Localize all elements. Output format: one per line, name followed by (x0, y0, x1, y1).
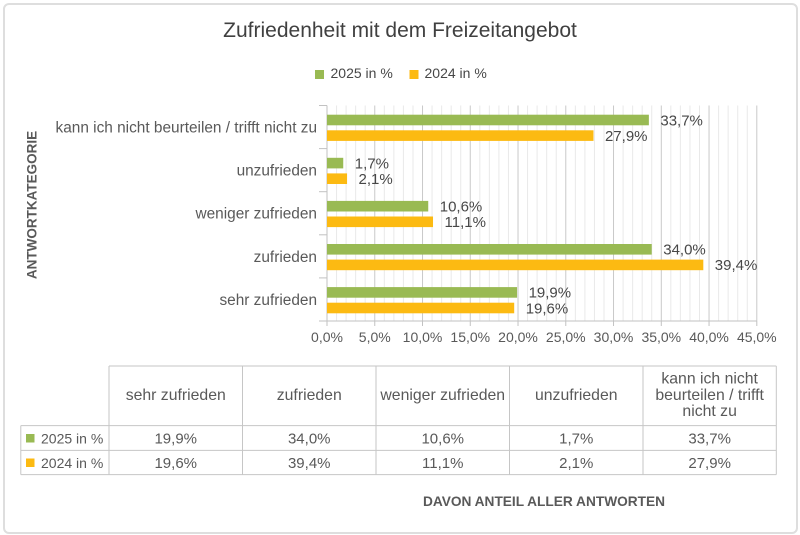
svg-text:sehr zufrieden: sehr zufrieden (219, 292, 317, 309)
svg-text:weniger zufrieden: weniger zufrieden (379, 387, 505, 404)
svg-text:DAVON ANTEIL ALLER ANTWORTEN: DAVON ANTEIL ALLER ANTWORTEN (423, 494, 665, 509)
svg-text:2,1%: 2,1% (559, 455, 593, 472)
svg-text:15,0%: 15,0% (450, 329, 490, 345)
svg-text:kann ich nicht: kann ich nicht (661, 371, 758, 388)
svg-text:10,6%: 10,6% (440, 199, 483, 216)
svg-text:ANTWORTKATEGORIE: ANTWORTKATEGORIE (25, 131, 40, 279)
svg-text:11,1%: 11,1% (422, 455, 463, 472)
svg-text:34,0%: 34,0% (288, 430, 331, 447)
svg-text:34,0%: 34,0% (663, 242, 706, 259)
svg-text:kann ich nicht beurteilen / tr: kann ich nicht beurteilen / trifft nicht… (56, 119, 318, 136)
svg-text:nicht zu: nicht zu (682, 403, 736, 420)
svg-text:25,0%: 25,0% (546, 329, 586, 345)
svg-text:30,0%: 30,0% (594, 329, 634, 345)
svg-text:27,9%: 27,9% (688, 455, 731, 472)
svg-text:33,7%: 33,7% (688, 430, 731, 447)
svg-text:45,0%: 45,0% (737, 329, 777, 345)
svg-text:2,1%: 2,1% (359, 171, 393, 188)
svg-text:2024 in %: 2024 in % (41, 455, 103, 471)
svg-text:unzufrieden: unzufrieden (535, 387, 618, 404)
svg-text:19,9%: 19,9% (529, 285, 572, 302)
svg-text:11,1%: 11,1% (445, 214, 486, 231)
svg-text:19,6%: 19,6% (154, 455, 197, 472)
svg-text:27,9%: 27,9% (605, 128, 648, 145)
svg-text:1,7%: 1,7% (559, 430, 593, 447)
svg-text:0,0%: 0,0% (311, 329, 343, 345)
svg-text:39,4%: 39,4% (715, 257, 758, 274)
svg-text:40,0%: 40,0% (689, 329, 729, 345)
svg-text:19,6%: 19,6% (526, 300, 569, 317)
svg-text:10,0%: 10,0% (403, 329, 443, 345)
svg-text:Zufriedenheit mit dem Freizeit: Zufriedenheit mit dem Freizeitangebot (223, 19, 577, 42)
svg-text:20,0%: 20,0% (498, 329, 538, 345)
svg-text:zufrieden: zufrieden (254, 249, 317, 266)
svg-text:unzufrieden: unzufrieden (237, 163, 317, 180)
svg-text:weniger zufrieden: weniger zufrieden (195, 206, 318, 223)
svg-text:33,7%: 33,7% (660, 112, 703, 129)
svg-text:zufrieden: zufrieden (277, 387, 342, 404)
svg-text:10,6%: 10,6% (421, 430, 464, 447)
svg-text:39,4%: 39,4% (288, 455, 331, 472)
svg-text:sehr zufrieden: sehr zufrieden (126, 387, 226, 404)
svg-text:35,0%: 35,0% (641, 329, 681, 345)
svg-text:19,9%: 19,9% (154, 430, 197, 447)
svg-text:5,0%: 5,0% (359, 329, 391, 345)
svg-text:2025 in %: 2025 in % (331, 65, 393, 81)
svg-text:1,7%: 1,7% (355, 155, 389, 172)
svg-text:2024 in %: 2024 in % (425, 65, 487, 81)
svg-text:2025 in %: 2025 in % (41, 430, 103, 446)
svg-text:beurteilen / trifft: beurteilen / trifft (655, 387, 764, 404)
